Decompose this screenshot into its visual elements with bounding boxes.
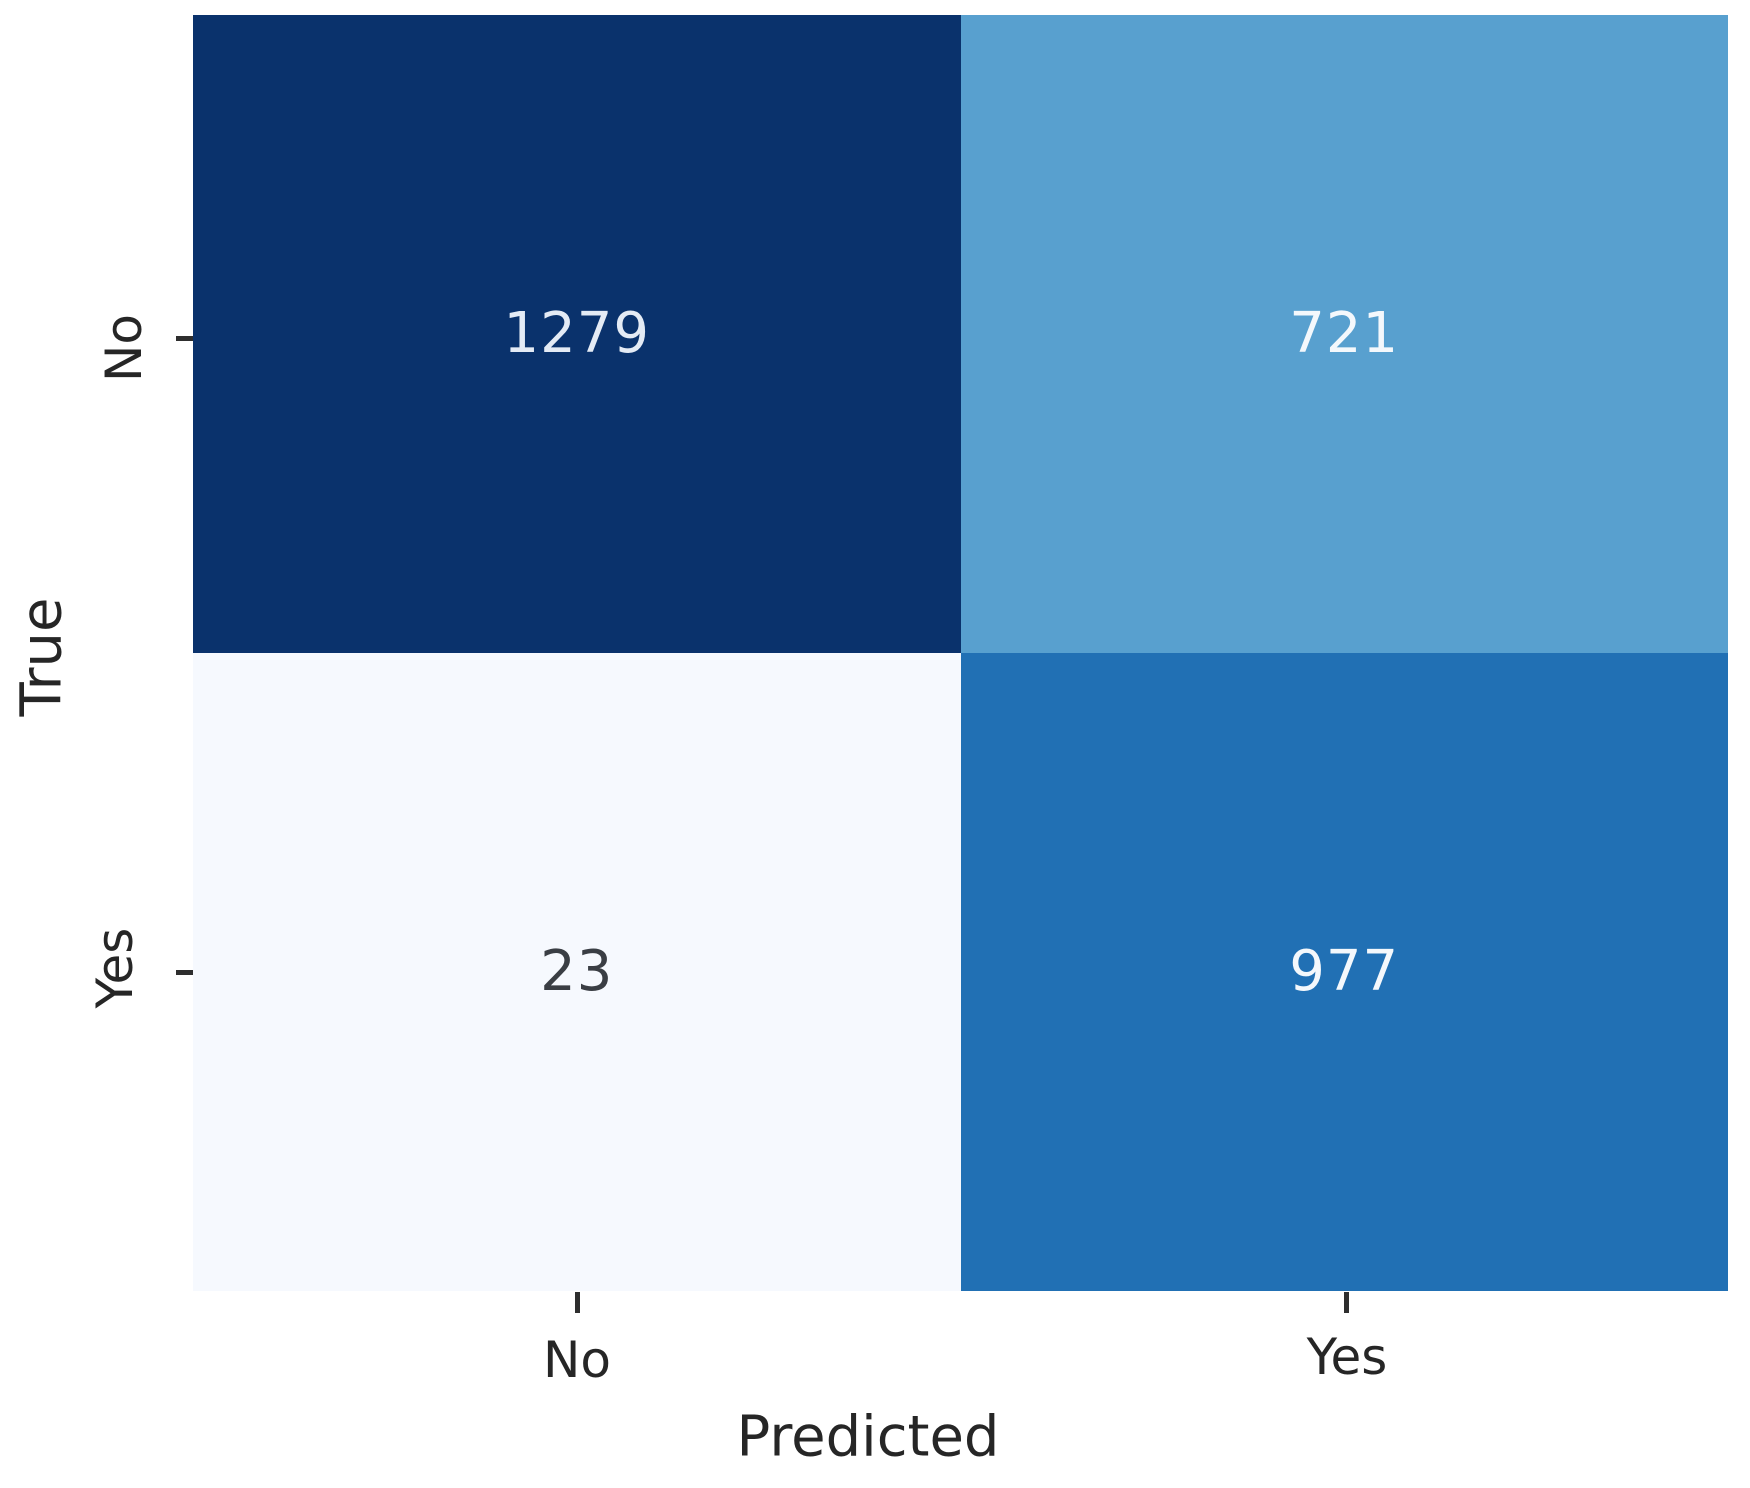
x-tick-label-yes: Yes bbox=[1306, 1328, 1388, 1386]
y-axis-label: True bbox=[9, 597, 75, 717]
heatmap-cell-true-no-pred-yes: 721 bbox=[960, 15, 1728, 653]
y-tick-mark-no bbox=[176, 336, 193, 341]
heatmap-cell-true-yes-pred-no: 23 bbox=[193, 653, 961, 1291]
cell-value: 23 bbox=[540, 939, 614, 1004]
heatmap-plot: 1279 721 23 977 bbox=[193, 15, 1728, 1291]
x-tick-mark-no bbox=[575, 1292, 580, 1313]
y-tick-label-yes: Yes bbox=[86, 927, 144, 1009]
heatmap-cell-true-yes-pred-yes: 977 bbox=[960, 653, 1728, 1291]
cell-value: 1279 bbox=[503, 301, 650, 366]
x-tick-mark-yes bbox=[1344, 1292, 1349, 1313]
cell-value: 721 bbox=[1289, 301, 1400, 366]
cell-value: 977 bbox=[1289, 939, 1400, 1004]
heatmap-cell-true-no-pred-no: 1279 bbox=[193, 15, 961, 653]
x-axis-label: Predicted bbox=[736, 1404, 1000, 1470]
x-tick-label-no: No bbox=[543, 1331, 611, 1389]
y-tick-mark-yes bbox=[176, 970, 193, 975]
y-tick-label-no: No bbox=[95, 314, 153, 382]
